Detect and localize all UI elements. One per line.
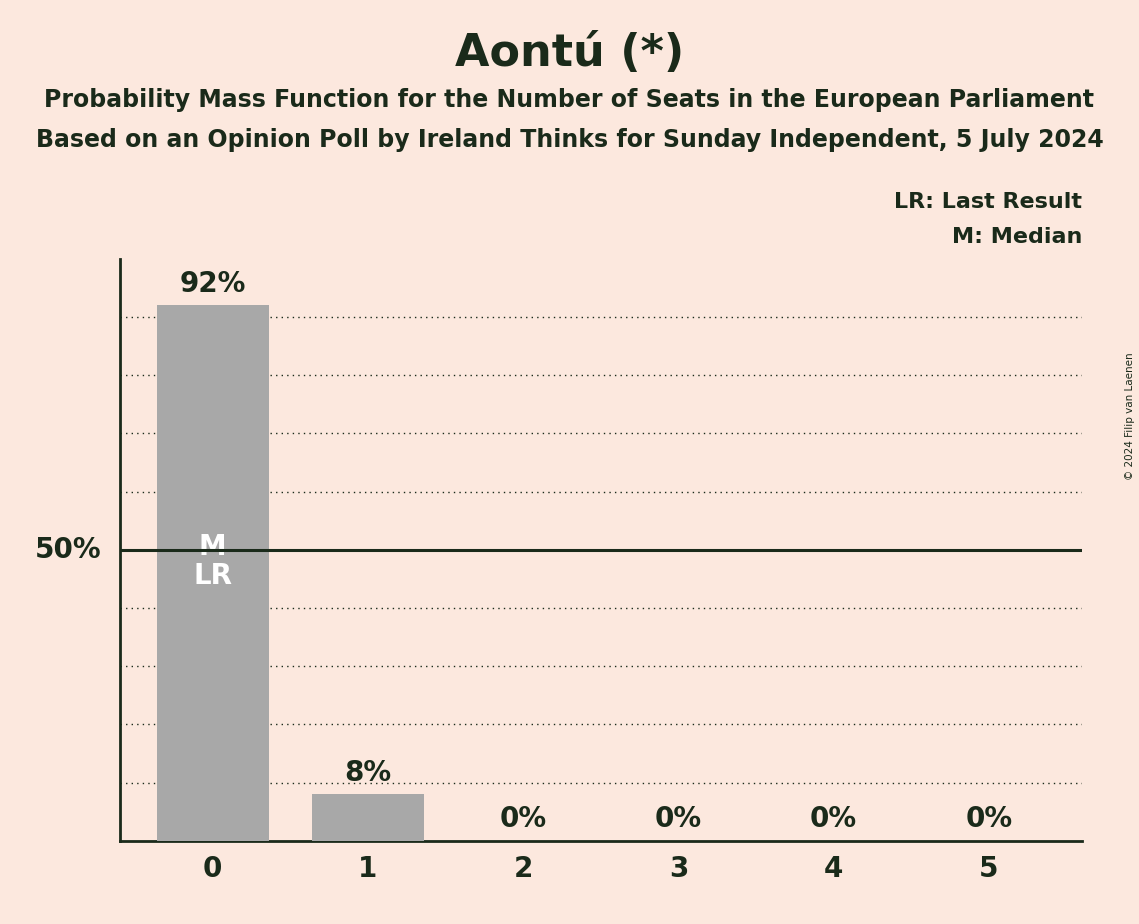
Text: M: M [199, 533, 227, 561]
Bar [157, 305, 269, 841]
Text: Aontú (*): Aontú (*) [454, 32, 685, 76]
Text: LR: LR [194, 562, 232, 590]
Text: M: Median: M: Median [952, 227, 1082, 247]
Text: Probability Mass Function for the Number of Seats in the European Parliament: Probability Mass Function for the Number… [44, 88, 1095, 112]
Text: 0%: 0% [655, 806, 702, 833]
Text: LR: Last Result: LR: Last Result [894, 192, 1082, 213]
Text: Based on an Opinion Poll by Ireland Thinks for Sunday Independent, 5 July 2024: Based on an Opinion Poll by Ireland Thin… [35, 128, 1104, 152]
Text: 0%: 0% [966, 806, 1013, 833]
Text: © 2024 Filip van Laenen: © 2024 Filip van Laenen [1125, 352, 1134, 480]
Text: 8%: 8% [344, 759, 392, 786]
Text: 92%: 92% [180, 270, 246, 298]
Text: 0%: 0% [810, 806, 858, 833]
Text: 50%: 50% [34, 536, 101, 564]
Bar [312, 795, 424, 841]
Text: 0%: 0% [500, 806, 547, 833]
